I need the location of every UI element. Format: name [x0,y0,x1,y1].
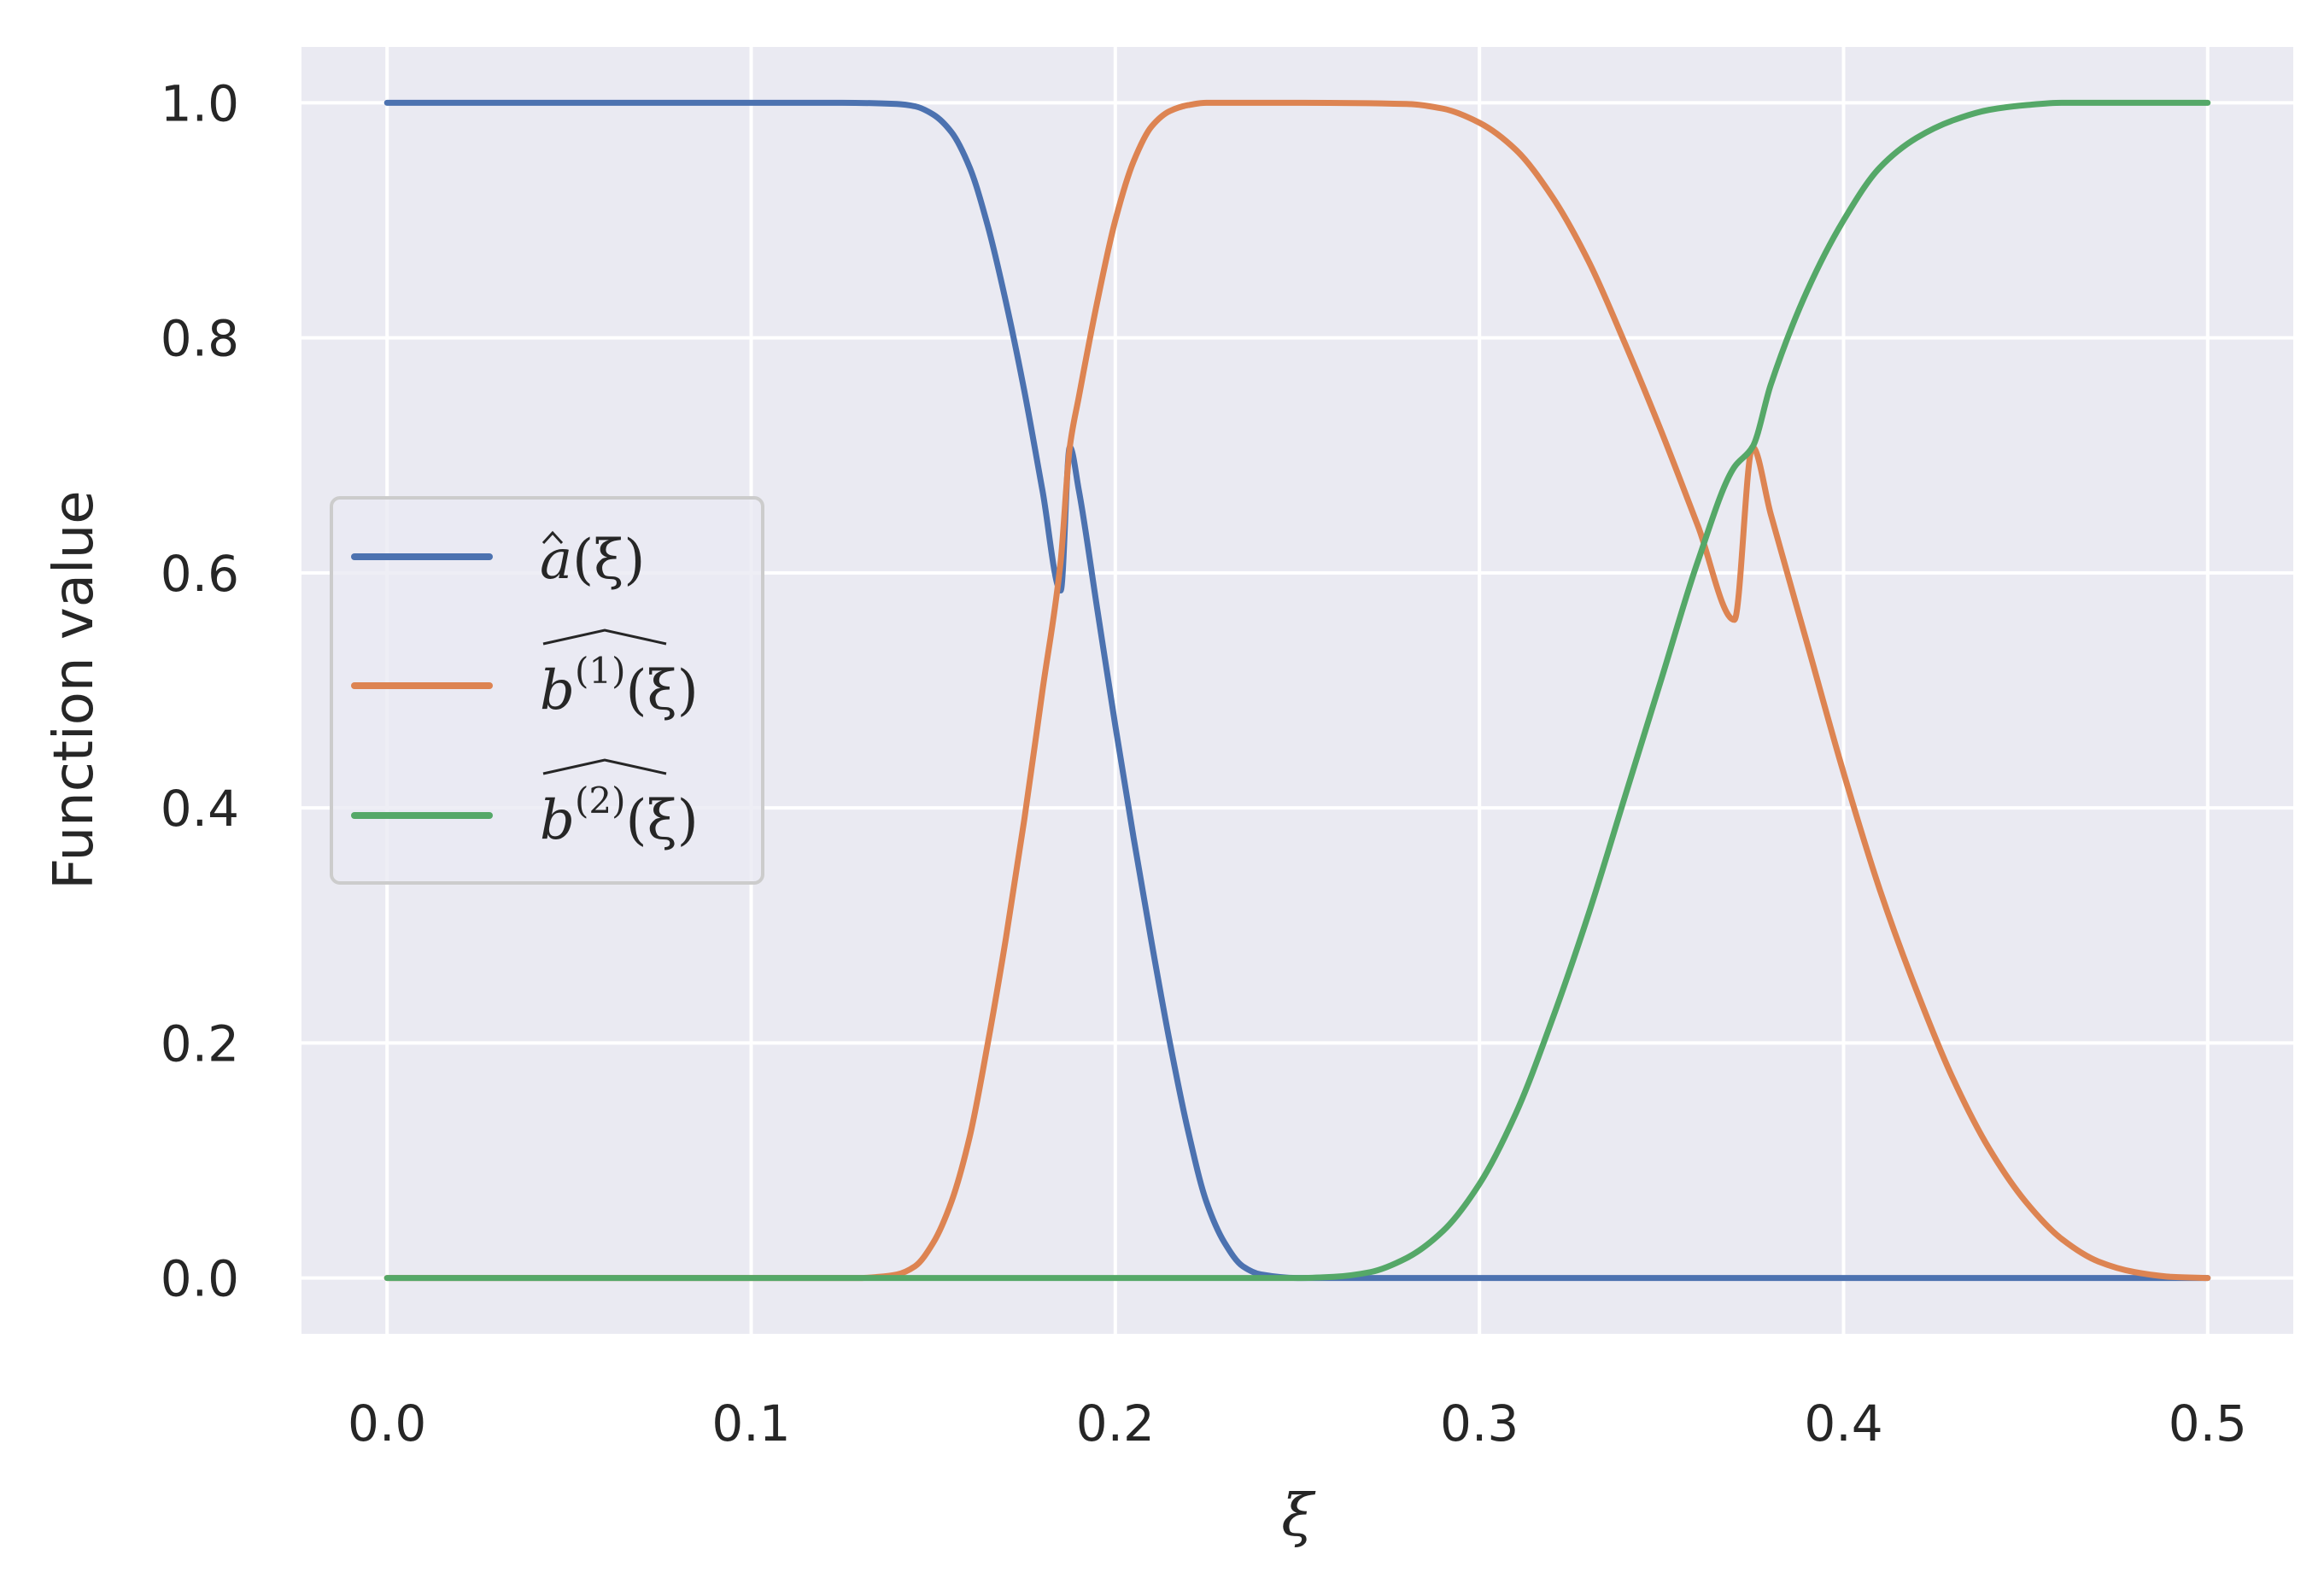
x-axis-ticks: 0.0 0.1 0.2 0.3 0.4 0.5 [348,1394,2247,1453]
legend-box [330,496,764,885]
legend-label: b(1)(ξ) [540,650,699,722]
series-line-a-hat [383,99,2211,1282]
series-layer [383,99,2211,1282]
legend-label-base: b [540,659,575,722]
y-tick-label: 0.8 [161,310,239,368]
y-tick-label: 0.4 [161,780,239,838]
legend-label-suffix: (ξ) [625,789,698,852]
legend-entry-b1-hat: b(1)(ξ) [351,628,699,722]
legend-label-base: b [540,789,575,852]
x-tick-label: 0.0 [348,1394,426,1453]
legend-label-sup: (2) [575,780,626,821]
legend-label-sup: (1) [575,650,626,692]
hat-accent [541,530,564,545]
legend-label: b(2)(ξ) [540,780,699,852]
x-tick-label: 0.4 [1804,1394,1882,1453]
legend-entry-a-hat: a(ξ) [351,529,645,592]
series-line-b2-hat [383,99,2211,1282]
legend: a(ξ) b(1)(ξ) b(2)(ξ) [330,496,764,885]
x-tick-label: 0.3 [1440,1394,1519,1453]
y-tick-label: 1.0 [161,74,239,132]
x-tick-label: 0.5 [2169,1394,2247,1453]
series-line-b1-hat [383,99,2211,1282]
legend-label-suffix: (ξ) [625,659,698,722]
legend-label-suffix: (ξ) [572,529,645,592]
x-tick-label: 0.2 [1076,1394,1155,1453]
y-tick-label: 0.6 [161,545,239,603]
legend-entry-b2-hat: b(2)(ξ) [351,758,699,852]
y-tick-label: 0.2 [161,1014,239,1073]
x-axis-label: ξ [1281,1482,1316,1550]
wide-hat-accent [542,758,667,775]
wide-hat-accent [542,628,667,646]
y-axis-label: Function value [43,490,106,889]
y-tick-label: 0.0 [161,1250,239,1308]
y-axis-ticks: 0.0 0.2 0.4 0.6 0.8 1.0 [161,74,239,1307]
legend-label: a(ξ) [540,529,645,592]
x-tick-label: 0.1 [711,1394,790,1453]
